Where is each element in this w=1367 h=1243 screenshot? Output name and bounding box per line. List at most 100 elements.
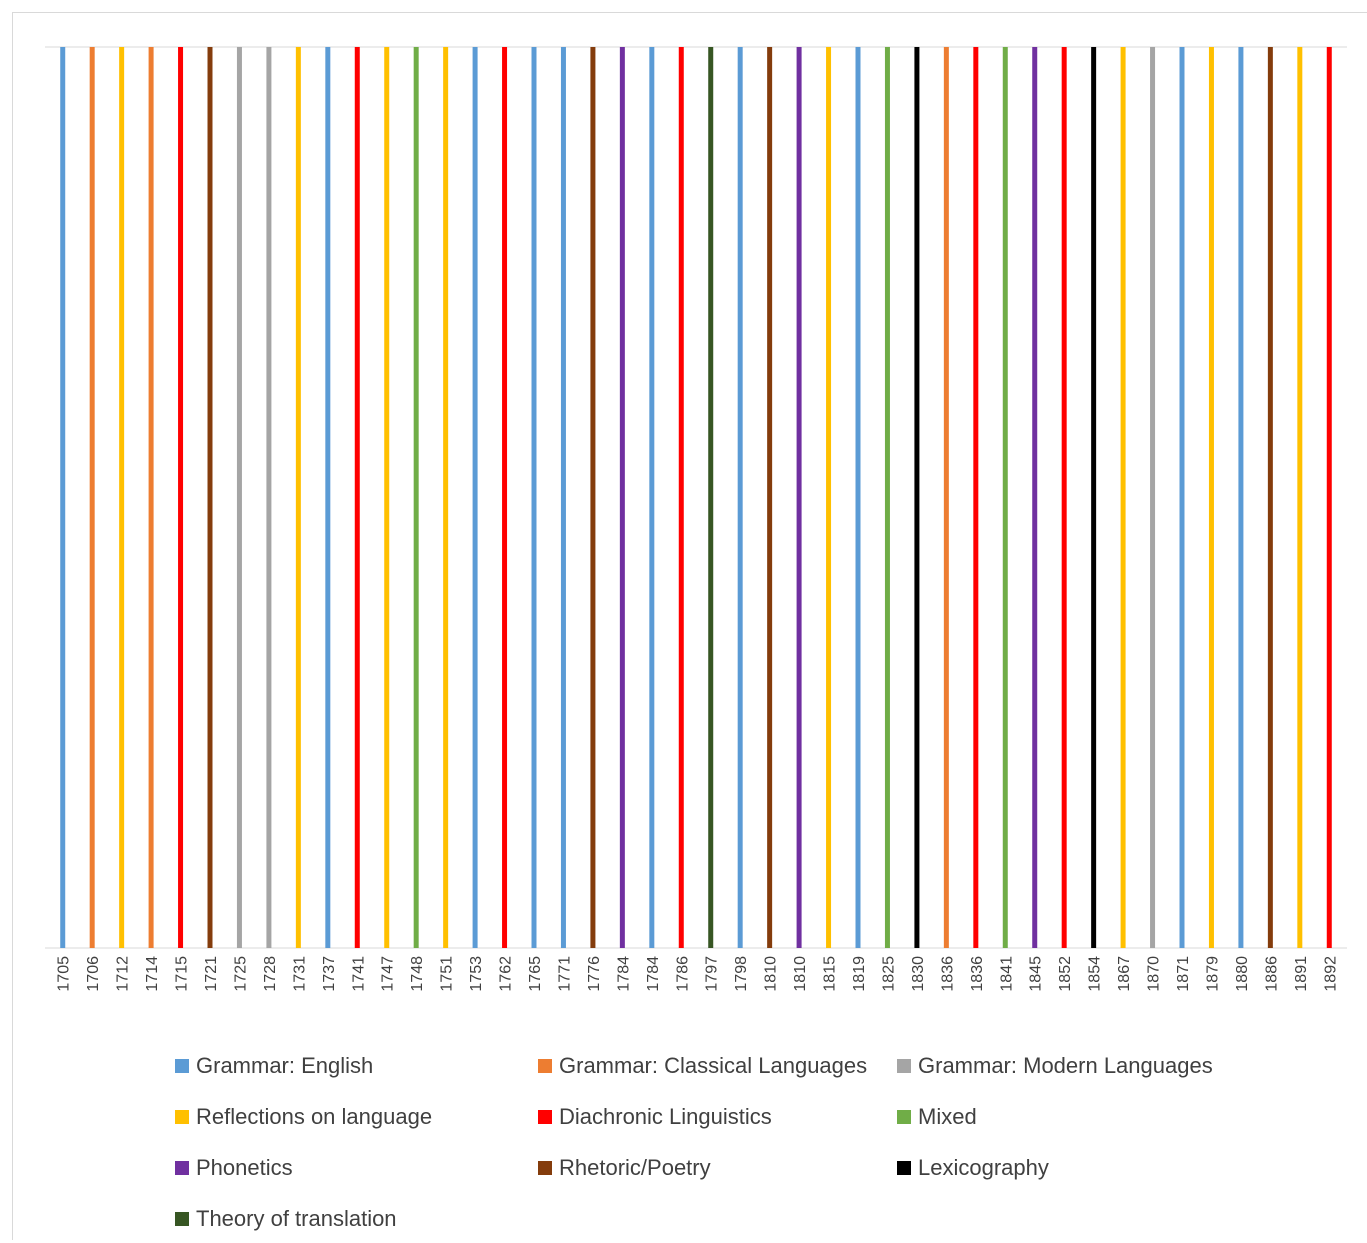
x-tick-label: 1786 [674,956,691,992]
bar-1721-5 [207,47,213,948]
x-tick-label: 1753 [468,956,485,992]
bar-1845-33 [1032,47,1038,948]
legend-label: Grammar: Classical Languages [559,1053,868,1078]
x-tick-label: 1871 [1175,956,1192,992]
bar-1731-8 [295,47,301,948]
legend-swatch [897,1110,911,1124]
x-tick-label: 1771 [556,956,573,992]
bar-1748-12 [413,47,419,948]
x-tick-label: 1737 [321,956,338,992]
legend-swatch [897,1059,911,1073]
bar-1880-40 [1238,47,1244,948]
x-tick-label: 1854 [1087,956,1104,992]
bar-1741-10 [354,47,360,948]
bar-1891-42 [1297,47,1303,948]
x-tick-label: 1747 [380,956,397,992]
legend-swatch [175,1110,189,1124]
bar-1715-4 [178,47,184,948]
x-tick-label: 1879 [1204,956,1221,992]
bar-1836-31 [973,47,979,948]
x-tick-label: 1852 [1057,956,1074,992]
bar-1819-27 [855,47,861,948]
legend-item: Theory of translation [175,1206,397,1232]
legend-label: Diachronic Linguistics [559,1104,772,1129]
x-tick-label: 1825 [880,956,897,992]
x-tick-label: 1810 [792,956,809,992]
x-tick-label: 1748 [409,956,426,992]
legend-swatch [897,1161,911,1175]
legend-swatch [538,1161,552,1175]
bar-1871-38 [1179,47,1185,948]
legend-swatch [175,1161,189,1175]
x-tick-label: 1706 [85,956,102,992]
legend-item: Lexicography [897,1155,1049,1181]
bar-1870-37 [1150,47,1156,948]
bar-1810-25 [796,47,802,948]
x-tick-label: 1886 [1263,956,1280,992]
legend-item: Diachronic Linguistics [538,1104,772,1130]
x-tick-label: 1728 [262,956,279,992]
x-tick-label: 1870 [1146,956,1163,992]
legend-label: Grammar: Modern Languages [918,1053,1213,1078]
bar-1771-17 [560,47,566,948]
x-tick-label: 1714 [144,956,161,992]
bar-1867-36 [1120,47,1126,948]
bar-1762-15 [502,47,508,948]
x-tick-label: 1798 [733,956,750,992]
x-tick-label: 1776 [586,956,603,992]
x-tick-label: 1841 [998,956,1015,992]
bar-1879-39 [1208,47,1214,948]
legend-item: Grammar: Classical Languages [538,1053,867,1079]
chart-area: 1705 1706 1712 1714 1715 1721 1725 1728 1731 1737… [12,12,1367,1240]
bar-chart: 1705 1706 1712 1714 1715 1721 1725 1728 1731 1737… [45,46,1347,992]
legend-item: Grammar: Modern Languages [897,1053,1213,1079]
legend-label: Mixed [918,1104,977,1129]
bar-1784-19 [619,47,625,948]
x-tick-label: 1845 [1028,956,1045,992]
bars-layer [60,47,1332,948]
x-tick-label: 1810 [763,956,780,992]
bar-1854-35 [1091,47,1097,948]
x-tick-label: 1836 [939,956,956,992]
bar-1751-13 [443,47,449,948]
x-tick-label: 1891 [1293,956,1310,992]
bar-1892-43 [1326,47,1332,948]
bar-1784-20 [649,47,655,948]
x-tick-label: 1815 [822,956,839,992]
legend-label: Theory of translation [196,1206,397,1231]
bar-1706-1 [89,47,95,948]
x-tick-label: 1830 [910,956,927,992]
legend-label: Lexicography [918,1155,1049,1180]
bar-1810-24 [767,47,773,948]
legend-item: Reflections on language [175,1104,432,1130]
x-tick-label: 1751 [439,956,456,992]
bar-1841-32 [1002,47,1008,948]
legend-item: Mixed [897,1104,977,1130]
x-tick-label: 1712 [115,956,132,992]
tick-labels-layer: 1705 1706 1712 1714 1715 1721 1725 1728 1731 1737… [56,956,1340,992]
x-tick-label: 1784 [645,956,662,992]
legend-label: Phonetics [196,1155,293,1180]
legend-swatch [538,1110,552,1124]
bar-1815-26 [826,47,832,948]
x-tick-label: 1784 [615,956,632,992]
bar-1786-21 [678,47,684,948]
bar-1852-34 [1061,47,1067,948]
bar-1753-14 [472,47,478,948]
x-tick-label: 1705 [56,956,73,992]
legend-item: Phonetics [175,1155,293,1181]
x-tick-label: 1765 [527,956,544,992]
x-tick-label: 1819 [851,956,868,992]
bar-1776-18 [590,47,596,948]
x-tick-label: 1762 [498,956,515,992]
legend: Grammar: English Grammar: Classical Langu… [175,1053,1355,1243]
bar-1886-41 [1267,47,1273,948]
bar-1765-16 [531,47,537,948]
legend-swatch [538,1059,552,1073]
legend-item: Rhetoric/Poetry [538,1155,711,1181]
bar-1836-30 [943,47,949,948]
x-tick-label: 1721 [203,956,220,992]
x-tick-label: 1836 [969,956,986,992]
x-tick-label: 1797 [704,956,721,992]
bar-1830-29 [914,47,920,948]
